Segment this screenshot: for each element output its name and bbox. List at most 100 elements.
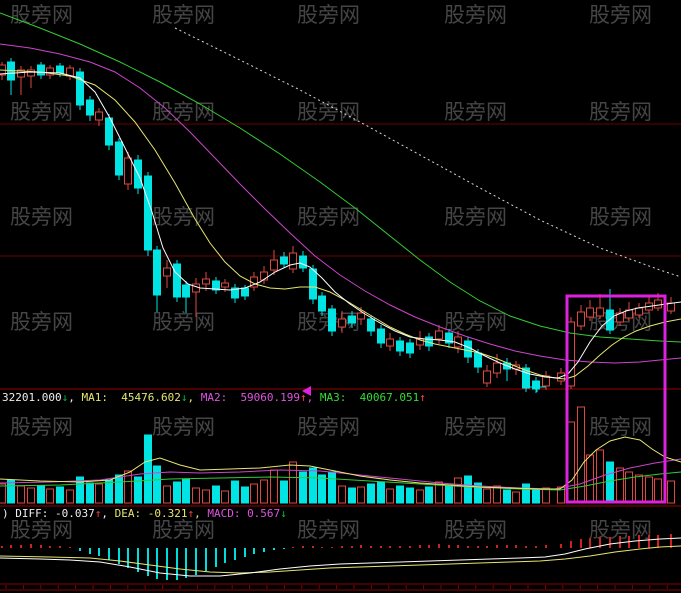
candle-body (577, 311, 585, 327)
watermark-text: 股旁网 (10, 518, 73, 542)
status-text-piece: , (194, 507, 208, 520)
candle-body (173, 263, 181, 298)
macd-indicator-status-row: ) DIFF: -0.037↑, DEA: -0.321↑, MACD: 0.5… (2, 507, 287, 520)
candle-body (474, 352, 482, 368)
candle-body (289, 252, 297, 270)
macd-histogram-bar (59, 546, 61, 548)
candle-body (182, 284, 190, 298)
watermark-text: 股旁网 (444, 415, 507, 439)
volume-bar (7, 479, 15, 504)
volume-bar (338, 485, 346, 504)
candle-body (27, 69, 35, 77)
volume-ma1-yellow (0, 436, 681, 490)
watermark-text: 股旁网 (589, 205, 652, 229)
macd-histogram-bar (273, 548, 275, 550)
volume-bar (66, 489, 74, 504)
macd-histogram-bar (331, 547, 333, 548)
macd-pane (0, 534, 681, 580)
macd-histogram-bar (506, 545, 508, 548)
volume-bar (542, 487, 550, 504)
macd-histogram-bar (263, 548, 265, 552)
candle-body (328, 308, 336, 332)
volume-bar (27, 487, 35, 504)
volume-bar (299, 471, 307, 504)
ma-line-yellow (0, 69, 681, 380)
macd-histogram-bar (341, 546, 343, 548)
watermark-text: 股旁网 (10, 205, 73, 229)
volume-bar (86, 482, 94, 504)
candle-body (86, 99, 94, 116)
macd-histogram-bar (515, 545, 517, 548)
volume-bar (318, 474, 326, 504)
candle-body (493, 362, 501, 374)
status-text-piece: ) DIFF: -0.037 (2, 507, 95, 520)
candle-body (338, 318, 346, 328)
watermark-text: 股旁网 (152, 205, 215, 229)
macd-histogram-bar (380, 546, 382, 548)
candle-body (367, 318, 375, 332)
macd-histogram-bar (10, 545, 12, 548)
candle-body (386, 338, 394, 347)
status-text-piece: , (68, 391, 82, 404)
candle-body (231, 287, 239, 299)
ma-line-white (0, 71, 681, 379)
watermark-text: 股旁网 (10, 3, 73, 27)
candle-body (241, 287, 249, 297)
volume-indicator-status-row: 32201.000↓, MA1: 45476.602↓, MA2: 59060.… (2, 391, 426, 404)
macd-histogram-bar (253, 548, 255, 554)
candle-body (105, 117, 113, 146)
volume-bar (616, 467, 624, 504)
macd-histogram-bar (205, 548, 207, 571)
macd-histogram-bar (127, 548, 129, 568)
volume-bar (454, 477, 462, 504)
volume-bar (280, 480, 288, 504)
volume-ma3-green (0, 471, 681, 491)
candle-body (270, 259, 278, 271)
volume-bar (567, 421, 575, 504)
volume-bar (250, 483, 258, 504)
watermark-text: 股旁网 (10, 100, 73, 124)
macd-histogram-bar (467, 546, 469, 548)
volume-bar (95, 483, 103, 504)
status-text-piece: ↑ (300, 391, 307, 404)
macd-histogram-bar (409, 546, 411, 548)
macd-histogram-bar (477, 546, 479, 548)
volume-bar (202, 489, 210, 504)
macd-histogram-bar (486, 546, 488, 548)
volume-bar (396, 485, 404, 504)
volume-bar (377, 481, 385, 504)
macd-histogram-bar (321, 547, 323, 548)
volume-bar (0, 483, 6, 504)
ma-line-green (0, 12, 681, 343)
watermark-text: 股旁网 (152, 310, 215, 334)
volume-bar (231, 480, 239, 504)
candle-body (221, 282, 229, 288)
volume-bar (192, 487, 200, 504)
volume-bar (17, 485, 25, 504)
volume-bar (625, 471, 633, 504)
volume-bar (503, 489, 511, 504)
candle-body (396, 340, 404, 352)
macd-histogram-bar (399, 546, 401, 548)
macd-histogram-bar (351, 546, 353, 548)
candle-body (348, 315, 356, 324)
watermark-text: 股旁网 (152, 415, 215, 439)
status-text-piece: MA2: 59060.199 (200, 391, 301, 404)
volume-bar (445, 484, 453, 504)
candle-body (406, 342, 414, 354)
candle-body (435, 330, 443, 340)
watermark-text: 股旁网 (10, 415, 73, 439)
candle-body (95, 111, 103, 121)
ma-line-magenta (0, 43, 681, 364)
macd-histogram-bar (224, 548, 226, 563)
volume-bar (124, 470, 132, 504)
candle-body (144, 175, 152, 251)
status-text-piece: ↓ (280, 507, 287, 520)
candle-body (56, 65, 64, 74)
volume-bar (464, 475, 472, 504)
volume-bar (357, 486, 365, 504)
volume-bar (416, 489, 424, 504)
macd-histogram-bar (137, 548, 139, 572)
volume-bar (221, 490, 229, 504)
volume-bar (270, 469, 278, 504)
